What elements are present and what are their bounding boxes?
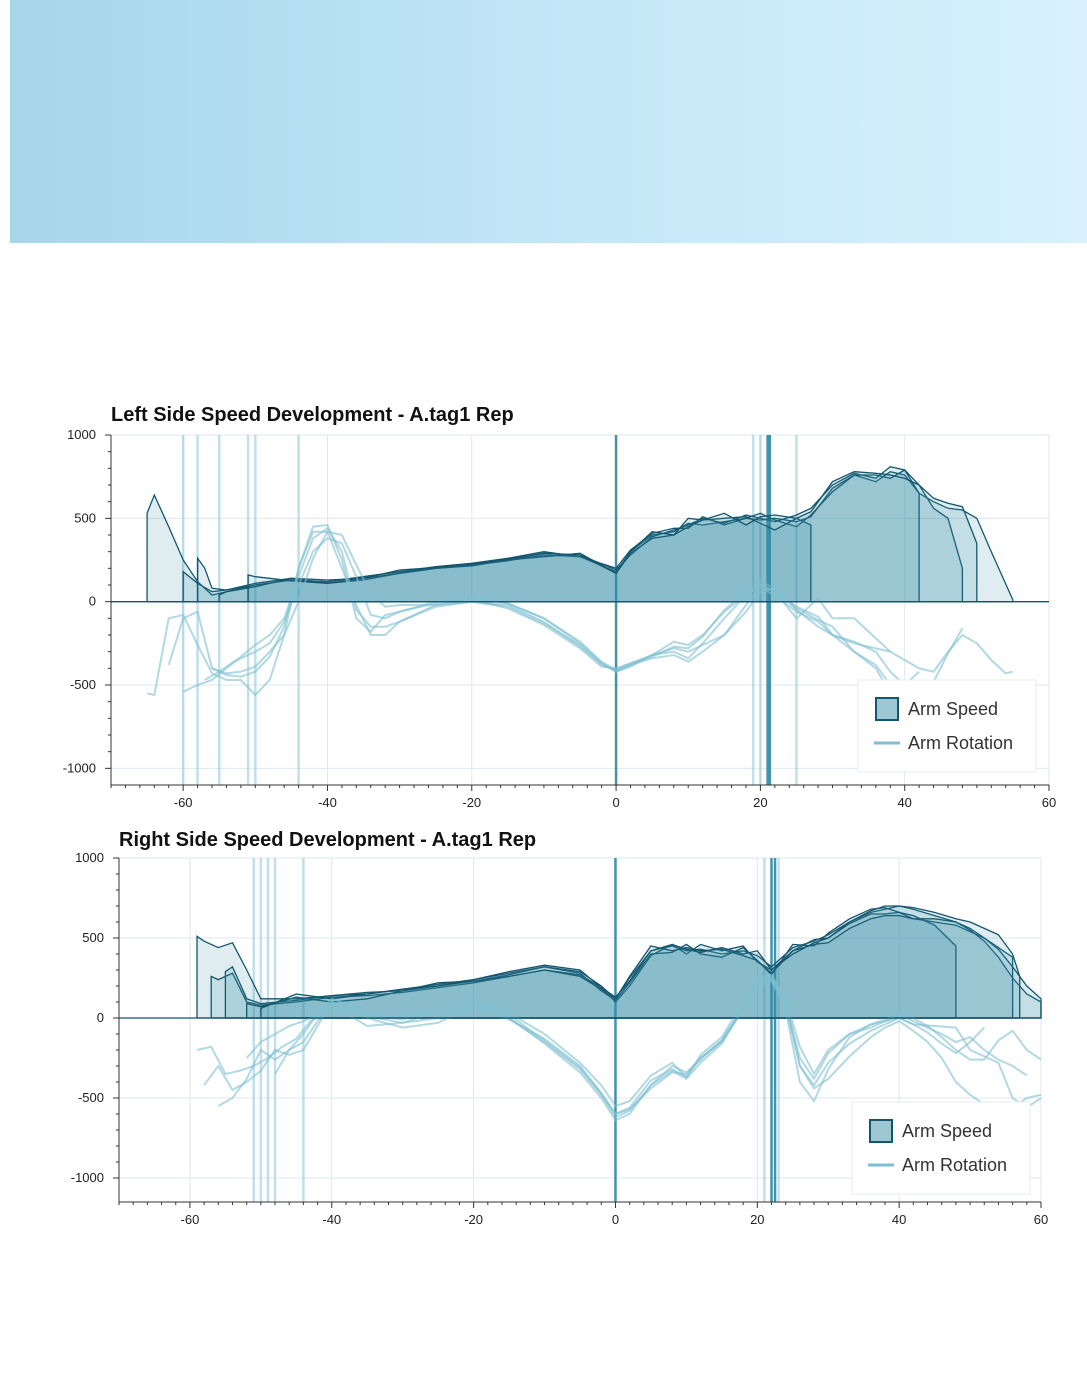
legend-box <box>851 1101 1031 1195</box>
y-tick-label: 500 <box>82 930 104 945</box>
x-tick-label: 20 <box>753 795 767 810</box>
x-tick-label: -60 <box>181 1212 200 1227</box>
legend-label: Arm Rotation <box>902 1155 1007 1175</box>
x-tick-label: 60 <box>1034 1212 1048 1227</box>
legend-box <box>857 679 1037 773</box>
y-tick-label: -1000 <box>63 760 96 775</box>
chart-legend: Arm Speed Arm Rotation <box>857 679 1037 773</box>
y-tick-label: -1000 <box>71 1170 104 1185</box>
header-banner <box>10 0 1087 243</box>
x-tick-label: -20 <box>462 795 481 810</box>
x-tick-label: -20 <box>464 1212 483 1227</box>
arm-speed-area-5 <box>247 471 978 603</box>
arm-speed-area-5 <box>260 905 1021 1019</box>
x-tick-label: 60 <box>1042 795 1056 810</box>
arm-rotation-line-5 <box>211 530 1014 675</box>
y-tick-label: 1000 <box>75 850 104 865</box>
left-speed-chart: Left Side Speed Development - A.tag1 Rep… <box>0 395 1087 815</box>
y-tick-label: -500 <box>70 677 96 692</box>
x-tick-label: 40 <box>897 795 911 810</box>
right-speed-chart-svg: Right Side Speed Development - A.tag1 Re… <box>71 829 1048 1227</box>
x-tick-label: 40 <box>892 1212 906 1227</box>
y-tick-label: 1000 <box>67 427 96 442</box>
left-speed-chart-svg: Left Side Speed Development - A.tag1 Rep… <box>63 404 1056 810</box>
y-tick-label: -500 <box>78 1090 104 1105</box>
x-tick-label: -40 <box>318 795 337 810</box>
x-tick-label: -40 <box>322 1212 341 1227</box>
chart-title: Left Side Speed Development - A.tag1 Rep <box>111 404 514 426</box>
arm-rotation-line-3 <box>217 973 1042 1119</box>
y-tick-label: 0 <box>97 1010 104 1025</box>
chart-title: Right Side Speed Development - A.tag1 Re… <box>119 829 536 851</box>
legend-label: Arm Speed <box>902 1121 992 1141</box>
y-tick-label: 500 <box>74 510 96 525</box>
arm-speed-area-1 <box>196 905 1042 1019</box>
chart-legend: Arm Speed Arm Rotation <box>851 1101 1031 1195</box>
arm-speed-swatch <box>875 697 899 721</box>
right-speed-chart: Right Side Speed Development - A.tag1 Re… <box>0 820 1087 1240</box>
x-tick-label: 0 <box>612 795 619 810</box>
y-tick-label: 0 <box>89 594 96 609</box>
legend-label: Arm Rotation <box>908 733 1013 753</box>
x-tick-label: 0 <box>612 1212 619 1227</box>
arm-rotation-line-4 <box>245 975 1028 1122</box>
arm-speed-swatch <box>869 1119 893 1143</box>
arm-rotation-line-4 <box>204 537 964 710</box>
arm-speed-area-3 <box>224 906 957 1019</box>
legend-label: Arm Speed <box>908 699 998 719</box>
x-tick-label: -60 <box>174 795 193 810</box>
x-tick-label: 20 <box>750 1212 764 1227</box>
